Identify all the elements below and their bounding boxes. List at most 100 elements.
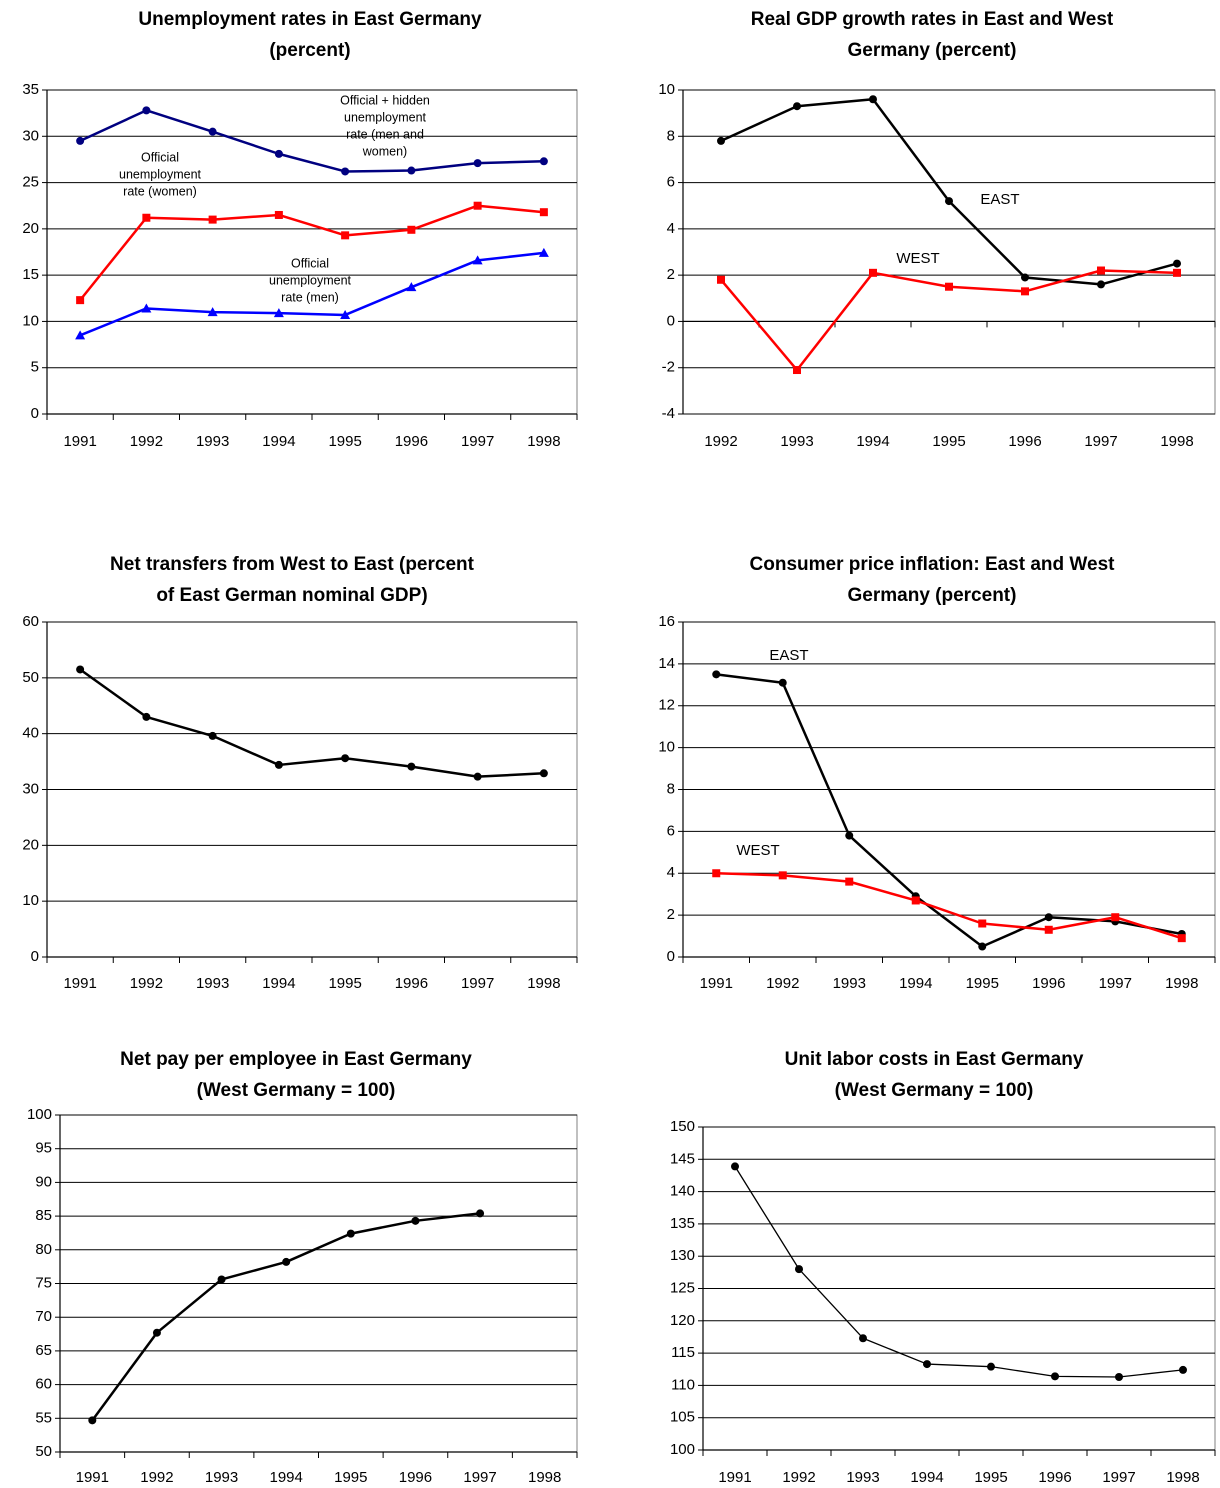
x-tick-label: 1998 [527, 433, 560, 450]
y-tick-label: 10 [658, 81, 675, 98]
x-tick-label: 1991 [76, 1469, 109, 1486]
y-tick-label: 120 [670, 1312, 695, 1329]
x-tick-label: 1992 [130, 975, 163, 992]
series-line [79, 668, 544, 778]
marker [341, 231, 350, 240]
marker [731, 1162, 739, 1171]
marker [845, 877, 854, 886]
plot-area [46, 89, 578, 415]
x-tick-label: 1994 [270, 1469, 303, 1486]
marker [795, 1265, 803, 1274]
x-tick-label: 1992 [130, 433, 163, 450]
y-tick-label: 150 [670, 1118, 695, 1135]
annotation: Official + hidden [340, 93, 430, 107]
x-tick-label: 1997 [461, 975, 494, 992]
marker [476, 1209, 485, 1218]
marker [845, 831, 854, 840]
annotation: EAST [769, 647, 808, 664]
annotation: WEST [736, 842, 779, 859]
y-tick-label: 30 [22, 780, 39, 797]
x-tick-label: 1992 [140, 1469, 173, 1486]
x-tick-label: 1991 [63, 975, 96, 992]
marker [869, 268, 877, 277]
x-tick-label: 1992 [704, 433, 737, 450]
marker [273, 308, 284, 318]
marker [75, 330, 86, 340]
marker [978, 919, 987, 928]
marker [76, 136, 85, 145]
y-tick-label: 0 [667, 312, 675, 329]
marker [923, 1360, 931, 1369]
x-tick-label: 1998 [527, 975, 560, 992]
chart-title: Real GDP growth rates in East and West [751, 9, 1114, 30]
chart-title: of East German nominal GDP) [156, 585, 427, 606]
marker [712, 869, 721, 878]
y-tick-label: 20 [22, 220, 39, 237]
chart-title: Consumer price inflation: East and West [750, 554, 1116, 575]
y-tick-label: 12 [658, 697, 675, 714]
chart-title: (percent) [269, 40, 350, 61]
x-tick-label: 1995 [334, 1469, 367, 1486]
x-tick-label: 1995 [966, 975, 999, 992]
marker [1044, 925, 1053, 934]
y-tick-label: 0 [31, 405, 39, 422]
chart: Consumer price inflation: East and West G… [658, 554, 1216, 992]
annotation: Official [141, 150, 179, 164]
x-tick-label: 1994 [856, 433, 889, 450]
y-tick-label: 60 [35, 1376, 52, 1393]
marker [793, 366, 801, 375]
annotation: rate (men and [346, 127, 424, 141]
marker [539, 157, 548, 166]
chart-title: Net pay per employee in East Germany [120, 1049, 472, 1070]
y-tick-label: 8 [667, 780, 675, 797]
annotation: WEST [896, 250, 939, 267]
marker [539, 769, 548, 778]
y-tick-label: 75 [35, 1274, 52, 1291]
x-tick-label: 1998 [528, 1469, 561, 1486]
y-tick-label: 65 [35, 1342, 52, 1359]
x-tick-label: 1997 [1084, 433, 1117, 450]
plot-area [682, 89, 1216, 415]
y-tick-label: 55 [35, 1409, 52, 1426]
marker [473, 159, 482, 168]
y-tick-label: 2 [667, 266, 675, 283]
chart-title: Germany (percent) [848, 40, 1017, 61]
series-line [720, 98, 1178, 286]
marker [346, 1229, 355, 1238]
y-tick-label: 110 [671, 1376, 695, 1393]
x-tick-label: 1998 [1166, 1469, 1199, 1486]
y-tick-label: 90 [35, 1173, 52, 1190]
marker [407, 225, 416, 234]
y-tick-label: 125 [670, 1279, 695, 1296]
x-tick-label: 1996 [1038, 1469, 1071, 1486]
x-tick-label: 1993 [780, 433, 813, 450]
marker [793, 102, 801, 111]
marker [207, 307, 218, 317]
y-tick-label: 50 [35, 1443, 52, 1460]
x-tick-label: 1998 [1165, 975, 1198, 992]
marker [411, 1216, 420, 1225]
marker [208, 215, 217, 224]
y-tick-label: 140 [670, 1183, 695, 1200]
marker [987, 1362, 995, 1371]
marker [978, 942, 987, 951]
marker [142, 106, 151, 115]
x-tick-label: 1994 [262, 433, 295, 450]
marker [945, 282, 953, 291]
marker [1044, 913, 1053, 922]
y-tick-label: 40 [22, 725, 39, 742]
x-tick-label: 1993 [833, 975, 866, 992]
y-tick-label: 135 [670, 1215, 695, 1232]
marker [340, 309, 351, 319]
y-tick-label: 15 [22, 266, 39, 283]
x-tick-label: 1996 [1032, 975, 1065, 992]
x-tick-label: 1996 [395, 975, 428, 992]
series-line [79, 109, 544, 173]
marker [407, 166, 416, 175]
marker [473, 772, 482, 781]
marker [473, 201, 482, 210]
y-tick-label: 6 [667, 174, 675, 191]
marker [1097, 280, 1105, 289]
marker [142, 213, 151, 222]
marker [538, 247, 549, 257]
